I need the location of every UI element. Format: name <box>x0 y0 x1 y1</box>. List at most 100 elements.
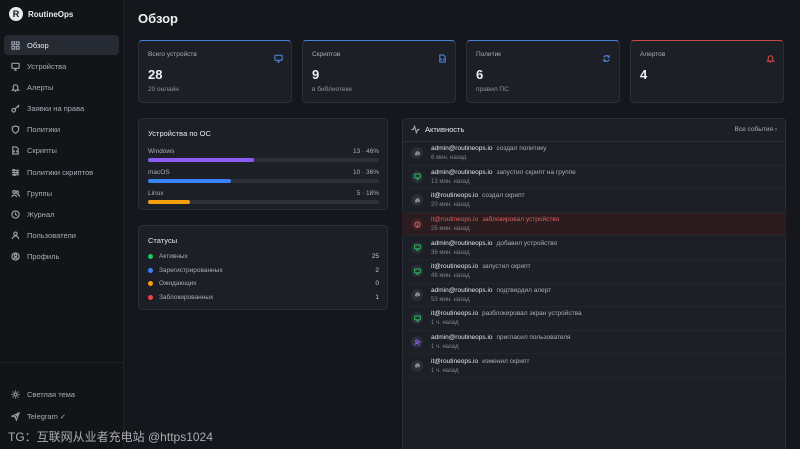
brand[interactable]: R RoutineOps <box>9 6 73 22</box>
activity-item[interactable]: admin@routineops.io запустил скрипт на гр… <box>402 166 786 190</box>
os-bar-track <box>148 200 379 204</box>
activity-user: it@routineops.io <box>431 357 479 365</box>
activity-item[interactable]: it@routineops.io создал скрипт 20 мин. наз… <box>402 189 786 213</box>
activity-item[interactable]: admin@routineops.io добавил устройство 36 … <box>402 236 786 260</box>
status-label: Заблокированных <box>159 293 214 301</box>
sidebar-item-2[interactable]: Алерты <box>4 77 119 97</box>
activity-action: разблокировал экран устройства <box>482 310 582 318</box>
activity-item[interactable]: it@routineops.io изменил скрипт 1 ч. назад <box>402 354 786 378</box>
sidebar-item-label: Обзор <box>27 40 49 50</box>
activity-user: admin@routineops.io <box>431 239 493 247</box>
stat-label: Всего устройств <box>148 51 197 58</box>
sidebar-item-7[interactable]: Группы <box>4 183 119 203</box>
fingerprint-icon <box>411 288 423 301</box>
fingerprint-icon <box>411 194 423 207</box>
sidebar-item-8[interactable]: Журнал <box>4 205 119 225</box>
sidebar-item-6[interactable]: Политики скриптов <box>4 162 119 182</box>
sidebar-item-0[interactable]: Обзор <box>4 35 119 55</box>
stat-card-0[interactable]: Всего устройств 28 20 онлайн <box>138 40 292 103</box>
status-count: 0 <box>375 280 379 287</box>
status-count: 2 <box>375 266 379 274</box>
sidebar-item-9[interactable]: Пользователи <box>4 226 119 246</box>
fingerprint-icon <box>411 359 423 372</box>
sidebar-item-label: Профиль <box>27 252 60 262</box>
user-plus-icon <box>411 336 423 349</box>
activity-item[interactable]: admin@routineops.io создал политику 6 мин.… <box>402 142 786 166</box>
stat-value: 9 <box>312 67 320 82</box>
stat-card-2[interactable]: Политик 6 правил ПС <box>466 40 620 103</box>
sidebar-item-1[interactable]: Устройства <box>4 56 119 76</box>
os-panel-title: Устройства по ОС <box>148 129 211 138</box>
os-bar-fill <box>148 158 255 162</box>
brand-logo: R <box>9 7 23 21</box>
stat-value: 28 <box>148 67 163 82</box>
monitor-icon <box>11 62 20 71</box>
activity-icon <box>411 125 420 134</box>
status-label: Ожидающих <box>159 280 197 287</box>
activity-item[interactable]: it@routineops.io разблокировал экран устр… <box>402 307 786 331</box>
activity-user: it@routineops.io <box>431 216 479 224</box>
os-name: macOS <box>148 169 170 176</box>
stat-value: 6 <box>476 67 484 82</box>
status-label: Зарегистрированных <box>159 266 223 274</box>
status-row: Заблокированных 1 <box>148 294 379 301</box>
activity-list: admin@routineops.io создал политику 6 мин.… <box>402 142 786 378</box>
stat-card-1[interactable]: Скриптов 9 в библиотеке <box>302 40 456 103</box>
os-bar-fill <box>148 200 190 204</box>
activity-action: изменил скрипт <box>482 357 530 365</box>
sidebar-item-10[interactable]: Профиль <box>4 247 119 267</box>
monitor-icon <box>274 50 283 63</box>
sidebar-nav: Обзор Устройства Алерты Заявки на права Поли… <box>4 35 119 268</box>
sidebar-item-label: Журнал <box>27 210 55 219</box>
status-dot <box>148 254 153 259</box>
stat-card-3[interactable]: Алертов 4 <box>630 40 784 103</box>
os-bar-track <box>148 158 379 162</box>
file-code-icon <box>438 50 447 63</box>
activity-time: 36 мин. назад <box>431 249 470 256</box>
status-count: 1 <box>375 293 379 301</box>
activity-user: admin@routineops.io <box>431 168 493 176</box>
activity-time: 1 ч. назад <box>431 344 459 351</box>
activity-user: it@routineops.io <box>431 192 479 200</box>
activity-item[interactable]: it@routineops.io запустил скрипт 48 мин. н… <box>402 260 786 284</box>
activity-action: добавил устройство <box>496 239 558 247</box>
activity-action: подтвердил алерт <box>496 286 552 294</box>
os-row: macOS 10 · 36% <box>148 169 379 183</box>
activity-item[interactable]: it@routineops.io заблокировал устройство 2… <box>402 212 786 237</box>
activity-time: 13 мин. назад <box>431 178 470 185</box>
stat-label: Скриптов <box>312 51 341 58</box>
monitor-icon <box>411 170 423 183</box>
sidebar-item-label: Политики <box>27 125 61 135</box>
sidebar-item-4[interactable]: Политики <box>4 120 119 140</box>
sidebar-item-3[interactable]: Заявки на права <box>4 99 119 119</box>
user-circle-icon <box>11 252 20 262</box>
status-dot <box>148 267 153 273</box>
stat-sub: правил ПС <box>476 86 509 93</box>
users-icon <box>11 189 20 198</box>
fingerprint-icon <box>411 147 423 160</box>
activity-action: создал скрипт <box>482 192 525 200</box>
os-count: 13 · 46% <box>352 148 379 155</box>
os-panel: Устройства по ОС Windows 13 · 46% macOS 10 … <box>138 118 388 210</box>
os-name: Linux <box>148 190 164 197</box>
os-count: 10 · 36% <box>352 169 379 176</box>
os-bar-fill <box>148 179 232 183</box>
page-title: Обзор <box>138 11 178 26</box>
sidebar-item-5[interactable]: Скрипты <box>4 141 119 161</box>
theme-toggle[interactable]: Светлая тема <box>4 384 119 404</box>
status-dot <box>148 294 153 300</box>
activity-header: Активность Все события › <box>402 118 786 142</box>
all-events-link[interactable]: Все события › <box>734 126 777 133</box>
activity-time: 1 ч. назад <box>431 367 459 374</box>
sidebar-item-label: Пользователи <box>27 231 76 241</box>
activity-action: заблокировал устройство <box>482 216 560 224</box>
telegram-link[interactable]: Telegram ✓ <box>4 406 119 426</box>
status-panel-title: Статусы <box>148 236 178 245</box>
activity-action: пригласил пользователя <box>496 334 571 342</box>
activity-item[interactable]: admin@routineops.io пригласил пользовател… <box>402 331 786 355</box>
activity-item[interactable]: admin@routineops.io подтвердил алерт 53 ми… <box>402 284 786 308</box>
sidebar-item-label: Группы <box>27 188 52 198</box>
brand-name: RoutineOps <box>28 9 74 19</box>
sidebar-item-label: Политики скриптов <box>27 167 94 177</box>
sidebar-bottom: Светлая тема Telegram ✓ <box>0 362 124 427</box>
